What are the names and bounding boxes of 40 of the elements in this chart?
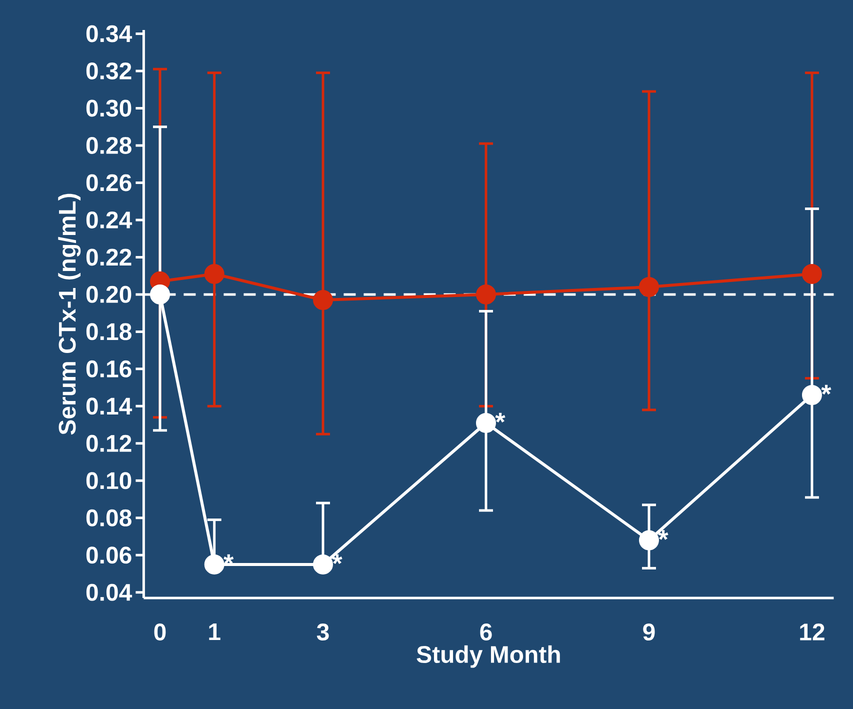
y-tick-label: 0.22	[86, 248, 132, 266]
annotation: *	[332, 554, 342, 564]
y-tick-label: 0.30	[86, 100, 132, 117]
point	[476, 412, 496, 433]
y-tick-label: 0.14	[86, 398, 132, 415]
x-tick-label: 1	[209, 624, 220, 640]
point	[638, 530, 659, 550]
x-axis-title: Study Month	[416, 645, 560, 668]
point	[802, 264, 822, 284]
point	[476, 284, 496, 304]
y-tick-label: 0.26	[86, 174, 132, 192]
y-tick-label: 0.10	[86, 472, 132, 490]
y-tick-label: 0.08	[86, 509, 132, 526]
y-tick-label: 0.24	[86, 211, 132, 228]
annotation: *	[224, 554, 234, 564]
x-tick-label: 9	[643, 624, 655, 641]
annotation: *	[658, 530, 668, 540]
y-tick-label: 0.06	[86, 546, 132, 564]
point	[204, 264, 224, 284]
x-tick-label: 3	[316, 624, 329, 641]
x-tick-label: 12	[800, 624, 824, 640]
y-tick-label: 0.34	[86, 25, 132, 42]
y-tick-label: 0.20	[86, 286, 132, 303]
y-tick-label: 0.12	[86, 434, 132, 452]
annotation: *	[495, 412, 506, 423]
x-tick-label: 0	[154, 624, 166, 641]
y-axis-title: Serum CTx-1 (ng/mL)	[58, 194, 81, 435]
point	[204, 554, 224, 574]
y-tick-label: 0.16	[86, 360, 132, 378]
y-tick-label: 0.28	[86, 136, 132, 154]
point	[312, 554, 333, 574]
point	[150, 284, 170, 304]
point	[638, 276, 659, 297]
annotation: *	[821, 384, 832, 395]
y-tick-label: 0.18	[86, 323, 132, 340]
y-tick-label: 0.32	[86, 62, 132, 80]
point	[312, 290, 333, 310]
y-tick-label: 0.04	[86, 584, 132, 601]
x-tick-label: 6	[480, 624, 492, 641]
point	[802, 385, 822, 406]
